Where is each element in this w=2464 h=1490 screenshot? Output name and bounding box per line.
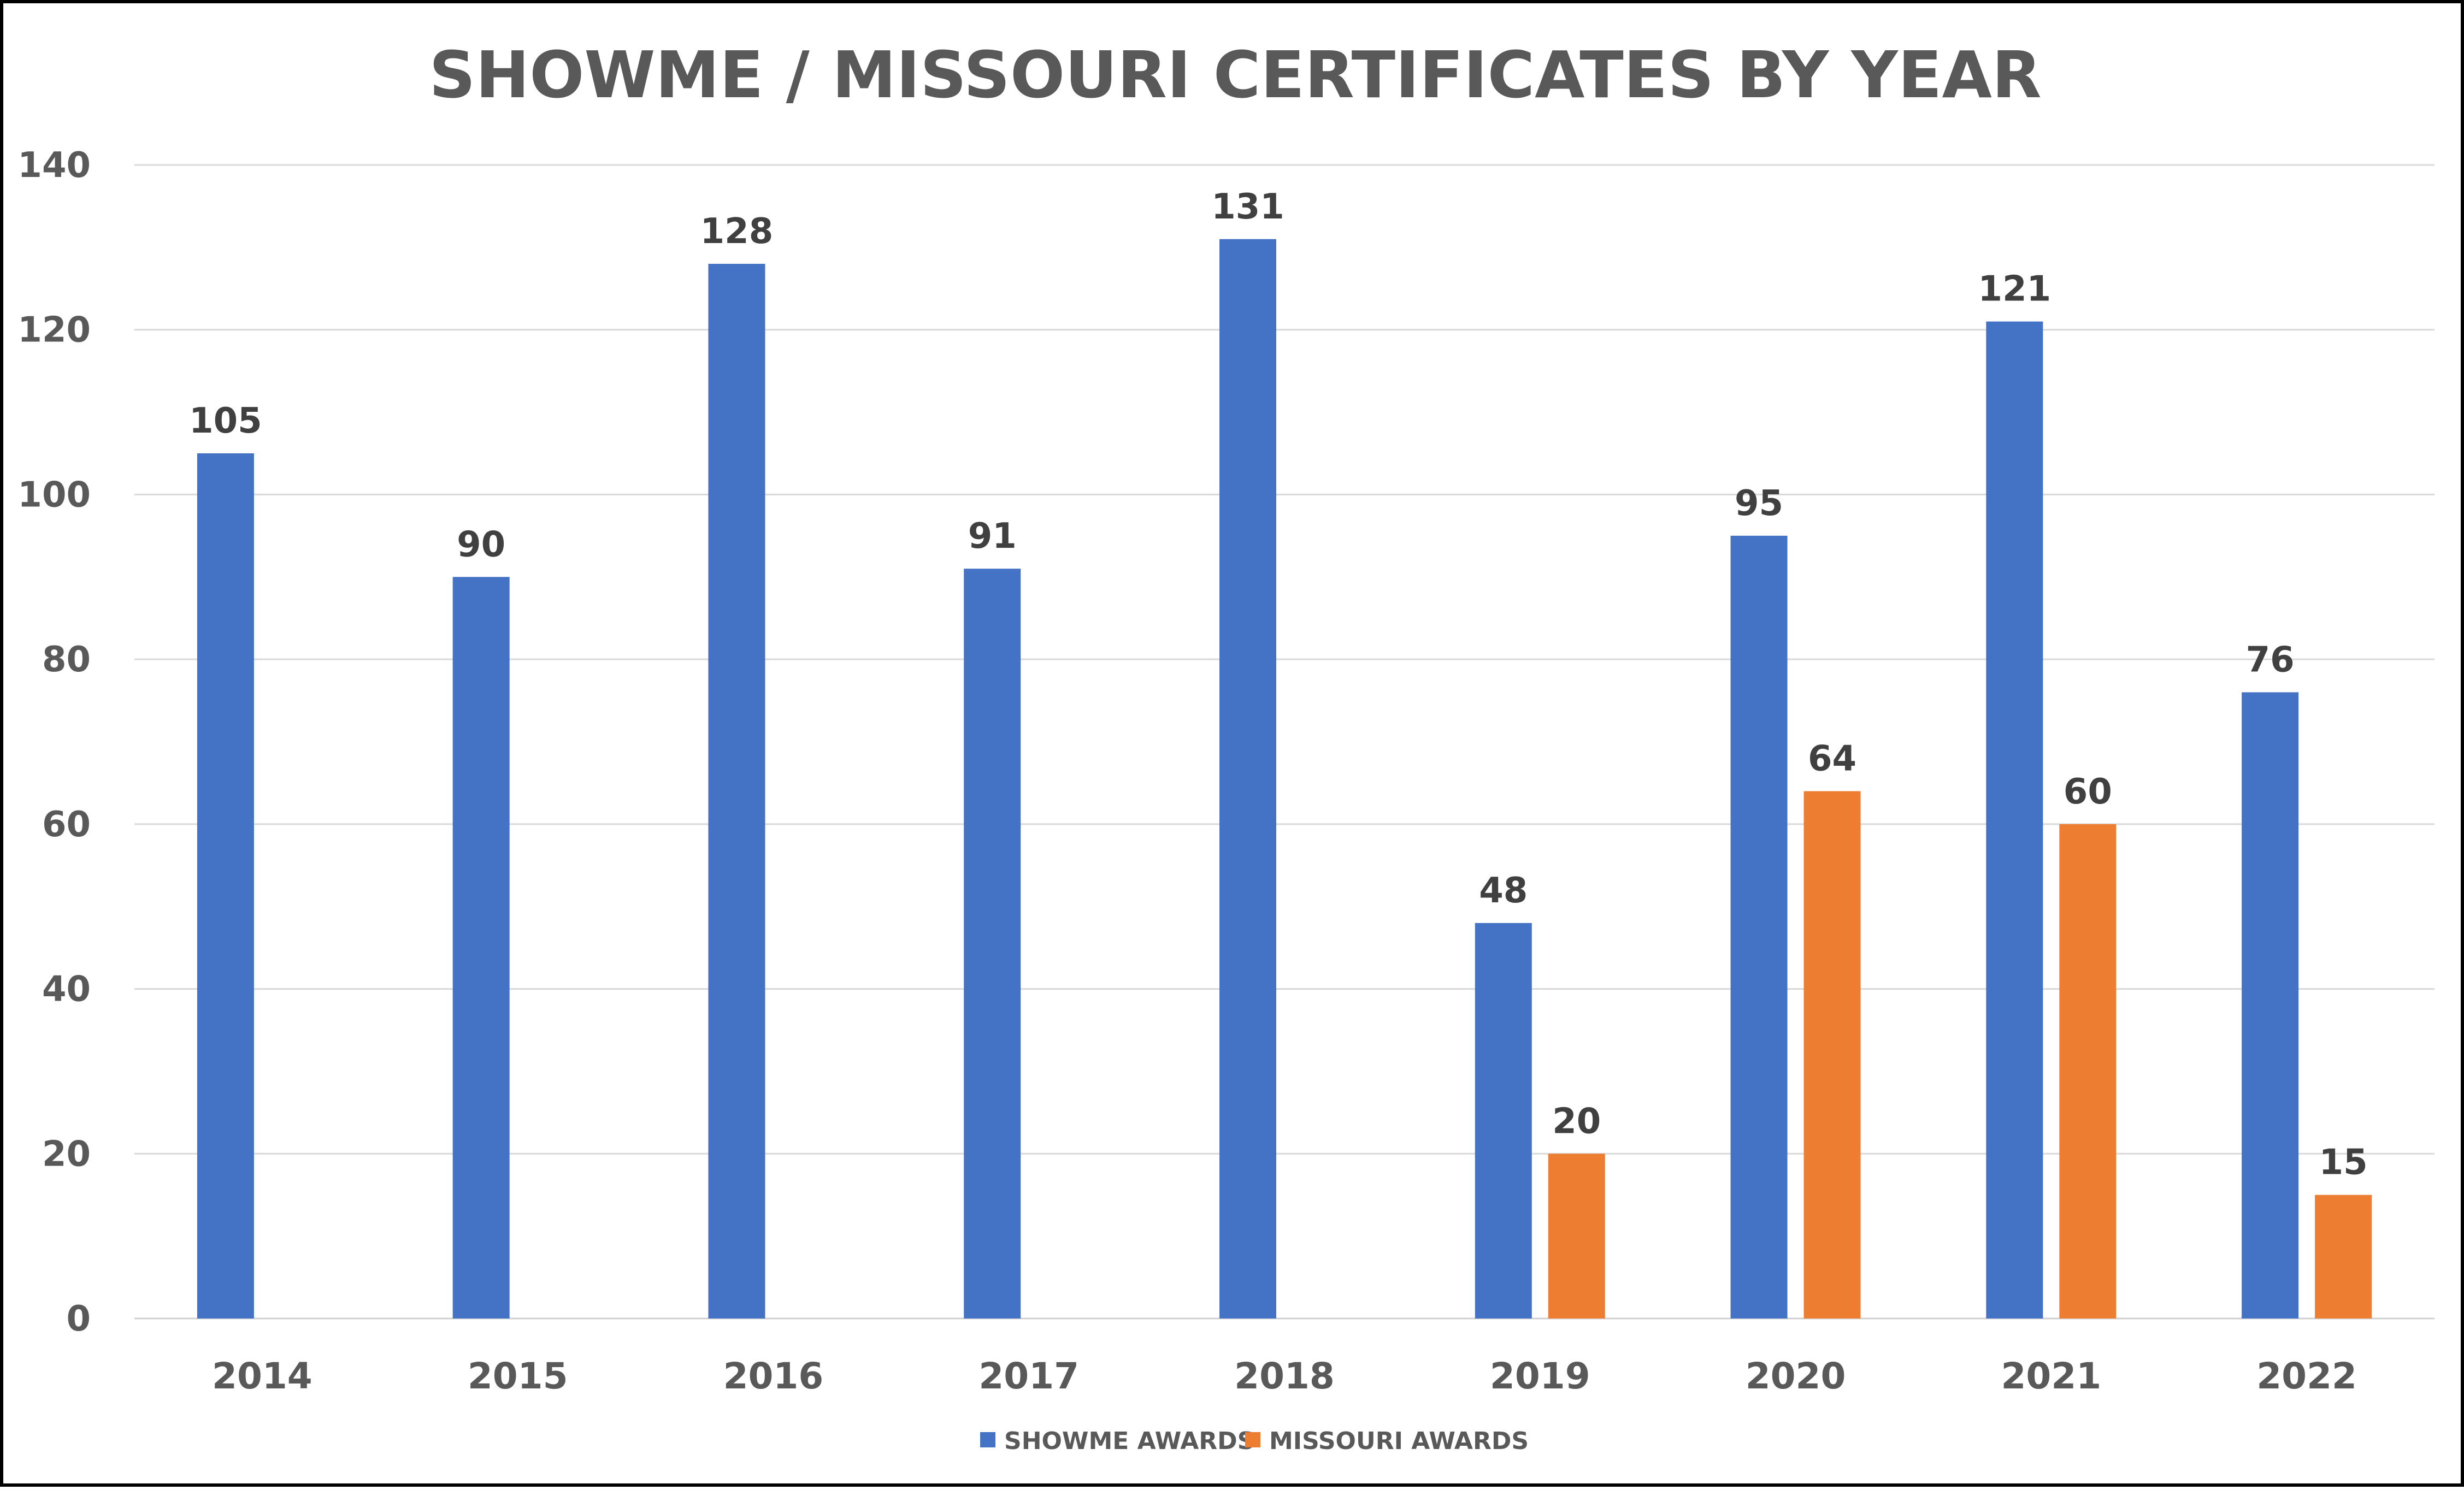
legend-swatch: [980, 1432, 995, 1447]
data-label: 91: [968, 516, 1017, 557]
data-label: 15: [2319, 1143, 2368, 1183]
y-tick-label: 0: [66, 1299, 91, 1339]
legend-label: SHOWME AWARDS: [1004, 1427, 1254, 1455]
data-labels: 105 90 128 91 131 48 20 95 64 121 60 76 15: [189, 187, 2368, 1183]
bar: [197, 453, 254, 1318]
legend-swatch: [1245, 1432, 1260, 1447]
y-tick-label: 120: [17, 310, 91, 351]
bars: [197, 239, 2372, 1318]
data-label: 105: [189, 401, 262, 441]
data-label: 20: [1552, 1101, 1601, 1142]
x-tick-label: 2017: [978, 1355, 1079, 1397]
bar: [1475, 923, 1532, 1318]
data-label: 60: [2064, 772, 2112, 812]
x-tick-label: 2021: [2001, 1355, 2101, 1397]
bar: [1730, 535, 1788, 1318]
x-tick-label: 2022: [2256, 1355, 2357, 1397]
y-tick-label: 140: [17, 145, 91, 186]
data-label: 48: [1479, 871, 1528, 911]
data-label: 121: [1978, 269, 2052, 310]
bar: [964, 569, 1021, 1318]
bar: [452, 577, 510, 1318]
data-label: 76: [2246, 640, 2295, 680]
x-tick-label: 2020: [1746, 1355, 1846, 1397]
bar: [2242, 692, 2299, 1318]
bar: [708, 264, 765, 1318]
bar: [1219, 239, 1276, 1318]
bar: [1548, 1154, 1605, 1318]
x-axis-tick-labels: 2014 2015 2016 2017 2018 2019 2020 2021 2022: [212, 1355, 2357, 1397]
gridlines: [134, 164, 2434, 1320]
data-label: 95: [1735, 483, 1783, 524]
x-tick-label: 2018: [1234, 1355, 1335, 1397]
x-tick-label: 2015: [468, 1355, 568, 1397]
bar: [2059, 824, 2117, 1318]
y-axis-tick-labels: 0 20 40 60 80 100 120 140: [17, 145, 91, 1339]
data-label: 128: [700, 211, 774, 252]
bar: [2315, 1195, 2372, 1318]
data-label: 131: [1211, 187, 1284, 227]
y-tick-label: 80: [42, 640, 91, 680]
y-tick-label: 60: [42, 805, 91, 845]
data-label: 64: [1808, 739, 1856, 779]
x-tick-label: 2016: [723, 1355, 824, 1397]
x-tick-label: 2014: [212, 1355, 313, 1397]
bar: [1803, 791, 1861, 1318]
bar-chart: SHOWME / MISSOURI CERTIFICATES BY YEAR 0…: [17, 37, 2434, 1455]
chart-title: SHOWME / MISSOURI CERTIFICATES BY YEAR: [429, 37, 2041, 113]
x-tick-label: 2019: [1490, 1355, 1590, 1397]
bar: [1986, 321, 2043, 1318]
legend-label: MISSOURI AWARDS: [1269, 1427, 1529, 1455]
y-tick-label: 100: [17, 475, 91, 515]
data-label: 90: [457, 524, 505, 565]
legend: SHOWME AWARDS MISSOURI AWARDS: [980, 1427, 1529, 1455]
y-tick-label: 40: [42, 969, 91, 1010]
y-tick-label: 20: [42, 1134, 91, 1174]
